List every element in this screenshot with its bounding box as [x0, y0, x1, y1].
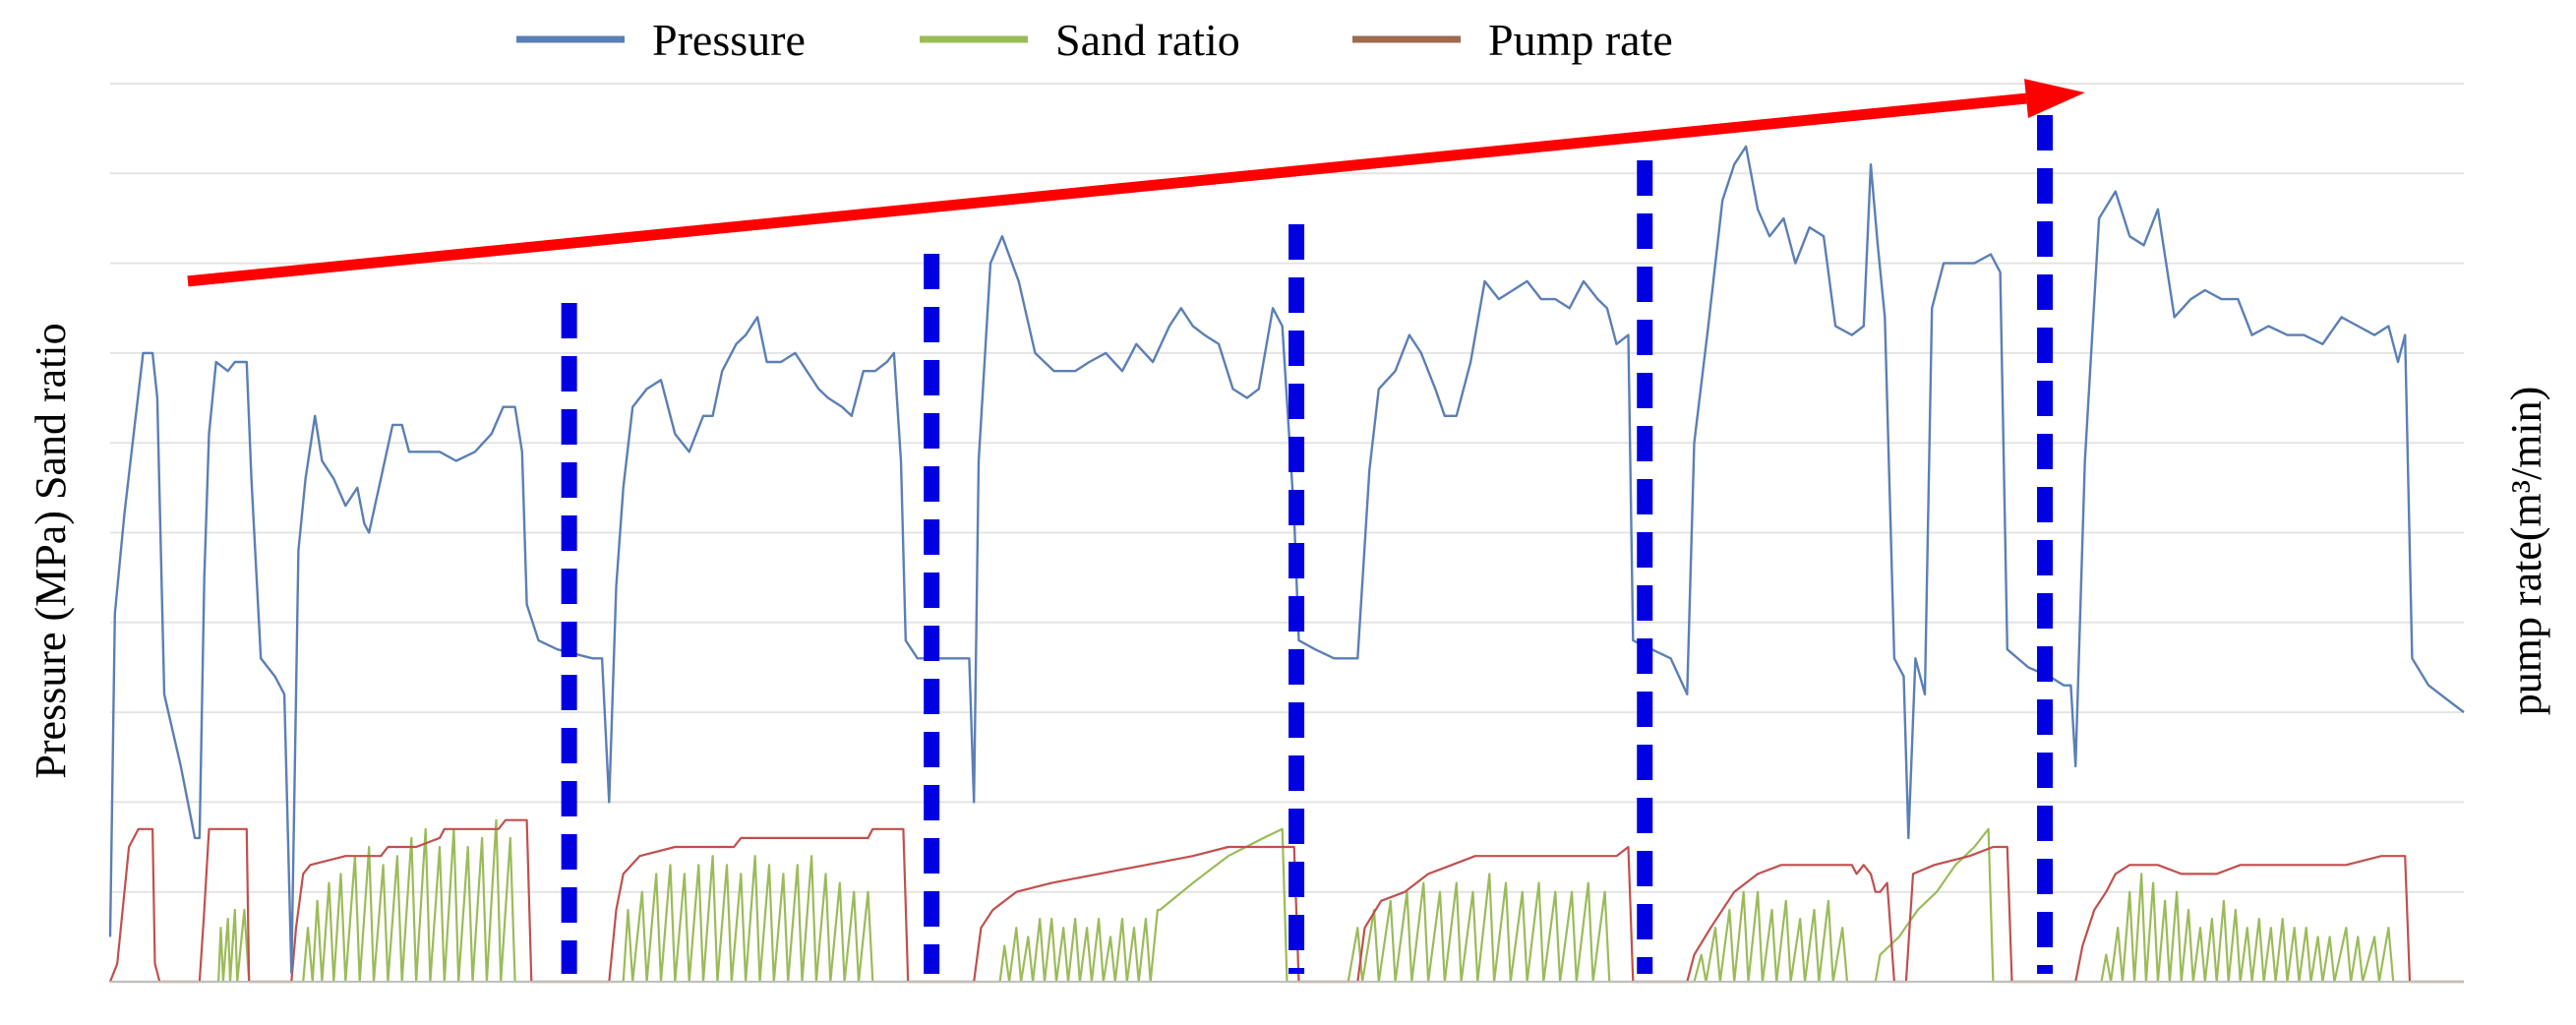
y2-axis-label: pump rate(m³/min) [2502, 387, 2550, 716]
legend-label-pressure: Pressure [652, 15, 806, 65]
series-line-pressure [108, 145, 2465, 975]
legend-label-sand-ratio: Sand ratio [1055, 15, 1240, 65]
gridlines [110, 83, 2464, 893]
legend: Pressure Sand ratio Pump rate [516, 15, 1673, 65]
trend-arrow-shaft [187, 92, 2027, 287]
series-lines [108, 145, 2465, 984]
legend-label-pump-rate: Pump rate [1488, 15, 1673, 65]
trend-arrow [187, 79, 2085, 287]
series-line-pump-rate [108, 818, 2464, 984]
trend-arrow-head [2024, 79, 2085, 118]
series-line-sand-ratio [110, 818, 2464, 984]
stage-dividers [561, 115, 2054, 974]
y-axis-label: Pressure (MPa) Sand ratio [27, 323, 75, 778]
